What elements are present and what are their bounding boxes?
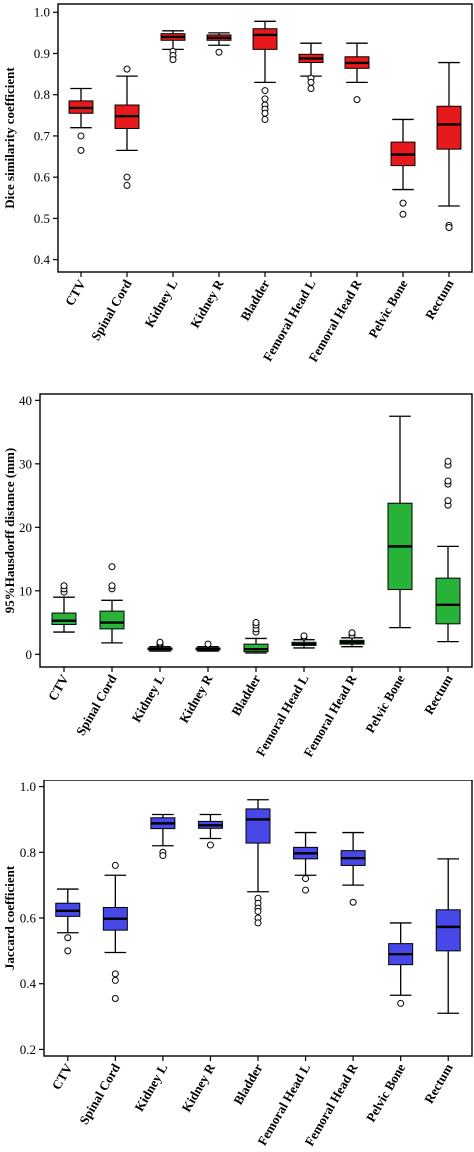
y-tick-label: 0.4 [34,252,51,267]
box-rectum [435,577,461,625]
x-tick-label-bladder: Bladder [230,1061,265,1107]
x-tick-label-kidney-l: Kidney L [141,277,180,330]
y-tick-label: 10 [19,583,32,598]
outlier-point-rectum [444,477,452,485]
outlier-point-spinal-cord [108,563,116,571]
box-rectum [435,909,461,952]
x-tick-label-kidney-l: Kidney L [131,1061,170,1114]
outlier-point-bladder [261,87,269,95]
outlier-point-femoral-head-r [349,898,357,906]
y-tick-label: 0.8 [20,845,36,860]
outlier-point-ctv [64,947,72,955]
outlier-point-kidney-l [156,638,164,646]
x-tick-label-bladder: Bladder [228,672,263,718]
outlier-point-kidney-r [215,48,223,56]
outlier-point-bladder [254,907,262,915]
y-tick-label: 1.0 [34,5,50,20]
box-spinal-cord [99,610,125,630]
outlier-point-ctv [64,934,72,942]
y-tick-label: 0.2 [20,1042,36,1057]
outlier-point-spinal-cord [108,582,116,590]
outlier-point-ctv [77,132,85,140]
outlier-point-femoral-head-l [307,85,315,93]
y-tick-label: 0.4 [20,976,37,991]
y-tick-label: 0.7 [34,128,51,143]
y-axis-title: 95%Hausdorff distance (mm) [2,448,17,613]
x-tick-label-bladder: Bladder [237,277,272,323]
x-tick-label-kidney-l: Kidney L [128,672,167,725]
outlier-point-femoral-head-l [300,632,308,640]
outlier-point-femoral-head-r [348,629,356,637]
outlier-point-spinal-cord [111,995,119,1002]
chart-svg: 0.2 0.4 0.6 0.8 1.0 Jaccard coefficient CTV Spi… [2,780,473,1149]
box-ctv [51,612,77,625]
outlier-point-pelvic-bone [397,999,405,1007]
box-bladder [243,643,269,653]
outlier-point-bladder [254,919,262,927]
outlier-point-femoral-head-l [302,875,310,883]
y-tick-label: 1.0 [20,780,36,794]
outlier-point-ctv [77,146,85,154]
x-tick-label-rectum: Rectum [421,1061,456,1106]
x-tick-label-spinal-cord: Spinal Cord [88,276,135,343]
outlier-point-femoral-head-l [302,886,310,894]
x-tick-label-spinal-cord: Spinal Cord [76,1060,123,1127]
outlier-point-spinal-cord [111,976,119,984]
chart-svg: 0 10 20 30 40 95%Hausdorff distance (mm) CTV Sp… [2,393,473,760]
dice-chart-panel: 0.4 0.5 0.6 0.7 0.8 0.9 1.0 Dice similarity coe… [0,0,474,370]
x-tick-label-pelvic-bone: Pelvic Bone [363,1061,408,1125]
outlier-point-bladder [252,619,260,627]
chart-svg: 0.4 0.5 0.6 0.7 0.8 0.9 1.0 Dice similarity coe… [2,3,473,365]
outlier-point-spinal-cord [123,65,131,73]
outlier-point-pelvic-bone [399,199,407,207]
x-tick-label-pelvic-bone: Pelvic Bone [362,672,407,736]
y-axis-title: Dice similarity coefficient [2,67,17,209]
x-tick-label-ctv: CTV [45,671,72,703]
jaccard-chart-panel: 0.2 0.4 0.6 0.8 1.0 Jaccard coefficient CTV Spi… [0,780,474,1152]
box-rectum [436,105,462,150]
x-tick-label-femoral-head-r: Femoral Head R [302,1060,362,1148]
outlier-point-bladder [261,109,269,117]
y-tick-label: 0.6 [20,911,37,926]
x-tick-label-pelvic-bone: Pelvic Bone [365,277,410,341]
box-bladder [245,808,271,844]
y-tick-label: 20 [19,520,32,535]
y-tick-label: 0.5 [34,211,50,226]
outlier-point-bladder [261,115,269,123]
outlier-point-kidney-l [159,852,167,860]
box-bladder [252,28,278,50]
x-tick-label-spinal-cord: Spinal Cord [73,671,120,738]
x-tick-label-ctv: CTV [49,1060,76,1092]
x-tick-label-kidney-r: Kidney R [187,276,227,330]
outlier-point-kidney-l [169,56,177,64]
y-tick-label: 0.6 [34,170,51,185]
y-tick-label: 30 [19,456,32,471]
x-tick-label-rectum: Rectum [421,672,456,717]
outlier-point-kidney-r [204,640,212,648]
x-tick-label-femoral-head-r: Femoral Head R [300,671,360,759]
outlier-point-spinal-cord [123,173,131,181]
outlier-point-rectum [444,457,452,465]
outlier-point-kidney-r [206,841,214,849]
outlier-point-femoral-head-r [353,96,361,104]
outlier-point-bladder [261,95,269,103]
outlier-point-pelvic-bone [399,210,407,218]
x-tick-label-ctv: CTV [62,276,89,308]
y-tick-label: 0 [26,647,33,662]
y-tick-label: 0.9 [34,46,50,61]
outlier-point-spinal-cord [123,181,131,189]
x-tick-label-kidney-r: Kidney R [176,671,216,725]
y-tick-label: 0.8 [34,87,50,102]
outlier-point-rectum [444,497,452,505]
hausdorff-chart-panel: 0 10 20 30 40 95%Hausdorff distance (mm) CTV Sp… [0,388,474,768]
y-axis-title: Jaccard coefficient [2,865,17,970]
outlier-point-spinal-cord [111,970,119,978]
x-tick-label-kidney-r: Kidney R [179,1060,219,1114]
outlier-point-femoral-head-l [307,78,315,86]
outlier-point-spinal-cord [111,861,119,869]
y-tick-label: 40 [19,393,32,408]
outlier-point-rectum [445,223,453,231]
x-tick-label-rectum: Rectum [422,277,457,322]
outlier-point-ctv [60,582,68,590]
